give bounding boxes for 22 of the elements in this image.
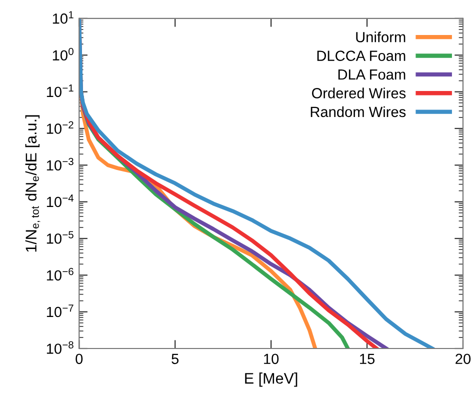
x-tick-label: 5 (172, 354, 179, 364)
legend-label: Ordered Wires (312, 88, 406, 98)
legend-label: DLCCA Foam (317, 50, 406, 61)
y-tick-label: 10$^{−1}$ (46, 84, 74, 98)
legend-label: DLA Foam (338, 70, 406, 80)
y-tick-label: 10$^{−2}$ (46, 121, 74, 134)
y-tick-label: 10$^{0}$ (52, 48, 74, 61)
y-tick-label: 10$^{−6}$ (46, 268, 74, 281)
y-tick-label: 10$^{−8}$ (46, 341, 74, 354)
y-tick-label: 10$^{−7}$ (46, 304, 74, 318)
y-tick-label: 10$^{−4}$ (46, 194, 74, 208)
y-tick-label: 10$^{−5}$ (46, 231, 74, 244)
x-axis-title: E [MeV] (245, 372, 298, 387)
legend-label: Uniform (356, 32, 406, 42)
legend-label: Random Wires (310, 106, 406, 118)
x-tick-label: 0 (76, 354, 83, 364)
y-tick-label: 10$^{1}$ (52, 11, 74, 24)
x-tick-label: 20 (456, 354, 471, 364)
y-axis-title: 1/N$_{e,tot}$ dN$_{e}$/dE [a.u.] (25, 115, 40, 252)
x-tick-label: 10 (264, 354, 279, 364)
x-tick-label: 15 (360, 354, 375, 364)
y-tick-label: 10$^{−3}$ (46, 158, 74, 171)
